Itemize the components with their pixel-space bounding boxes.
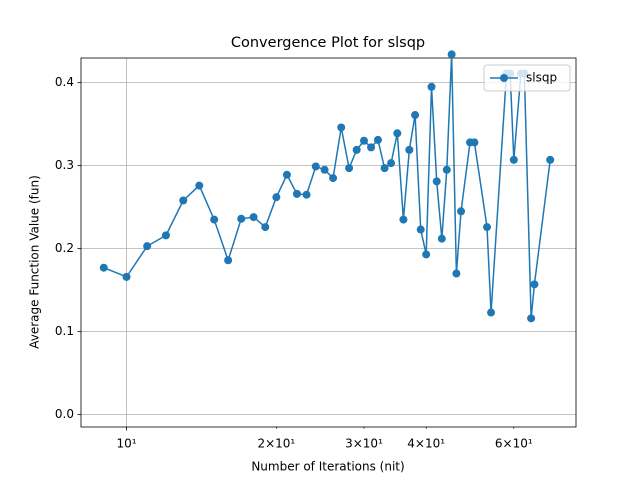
y-tick-label: 0.1 — [55, 324, 74, 338]
legend-box — [483, 64, 571, 92]
data-point — [416, 225, 425, 234]
data-point — [530, 280, 539, 289]
y-tick-label: 0.3 — [55, 158, 74, 172]
data-point — [320, 165, 329, 174]
data-point — [352, 145, 361, 154]
x-tick-label: 10¹ — [116, 437, 136, 451]
data-point — [99, 263, 108, 272]
x-tick-label: 3×10¹ — [345, 437, 383, 451]
data-point — [452, 269, 461, 278]
x-tick-label: 2×10¹ — [257, 437, 295, 451]
data-point — [393, 129, 402, 138]
data-point — [311, 162, 320, 171]
x-tick-label: 4×10¹ — [407, 437, 445, 451]
data-point — [292, 189, 301, 198]
data-point — [373, 135, 382, 144]
data-point — [447, 50, 456, 59]
data-point — [179, 196, 188, 205]
chart-title: Convergence Plot for slsqp — [231, 35, 425, 51]
data-point — [272, 193, 281, 202]
data-point — [122, 272, 131, 281]
data-point — [261, 223, 270, 232]
data-point — [527, 314, 536, 323]
data-point — [487, 308, 496, 317]
data-point — [337, 123, 346, 132]
data-point — [509, 155, 518, 164]
data-point — [387, 159, 396, 168]
data-point — [546, 155, 555, 164]
data-point — [237, 214, 246, 223]
data-point — [437, 234, 446, 243]
data-point — [224, 256, 233, 265]
data-point — [427, 82, 436, 91]
data-point — [432, 177, 441, 186]
data-point — [195, 181, 204, 190]
y-tick-label: 0.0 — [55, 407, 74, 421]
data-point — [470, 138, 479, 147]
data-point — [399, 215, 408, 224]
legend-marker — [500, 74, 508, 82]
data-point — [210, 215, 219, 224]
data-point — [282, 170, 291, 179]
plot-frame — [80, 57, 577, 428]
data-point — [457, 207, 466, 216]
data-point — [483, 223, 492, 232]
data-point — [360, 136, 369, 145]
data-point — [249, 213, 258, 222]
y-tick-label: 0.4 — [55, 75, 74, 89]
data-point — [329, 174, 338, 183]
data-point — [422, 250, 431, 259]
data-point — [161, 231, 170, 240]
data-point — [367, 143, 376, 152]
data-point — [442, 165, 451, 174]
data-point — [380, 164, 389, 173]
data-point — [411, 111, 420, 120]
y-axis-label: Average Function Value (fun) — [28, 175, 42, 349]
data-point — [302, 190, 311, 199]
data-point — [345, 164, 354, 173]
legend-label: slsqp — [526, 71, 557, 85]
x-tick-label: 6×10¹ — [495, 437, 533, 451]
y-tick-label: 0.2 — [55, 241, 74, 255]
x-axis-label: Number of Iterations (nit) — [251, 460, 404, 474]
data-point — [143, 242, 152, 251]
data-point — [405, 145, 414, 154]
